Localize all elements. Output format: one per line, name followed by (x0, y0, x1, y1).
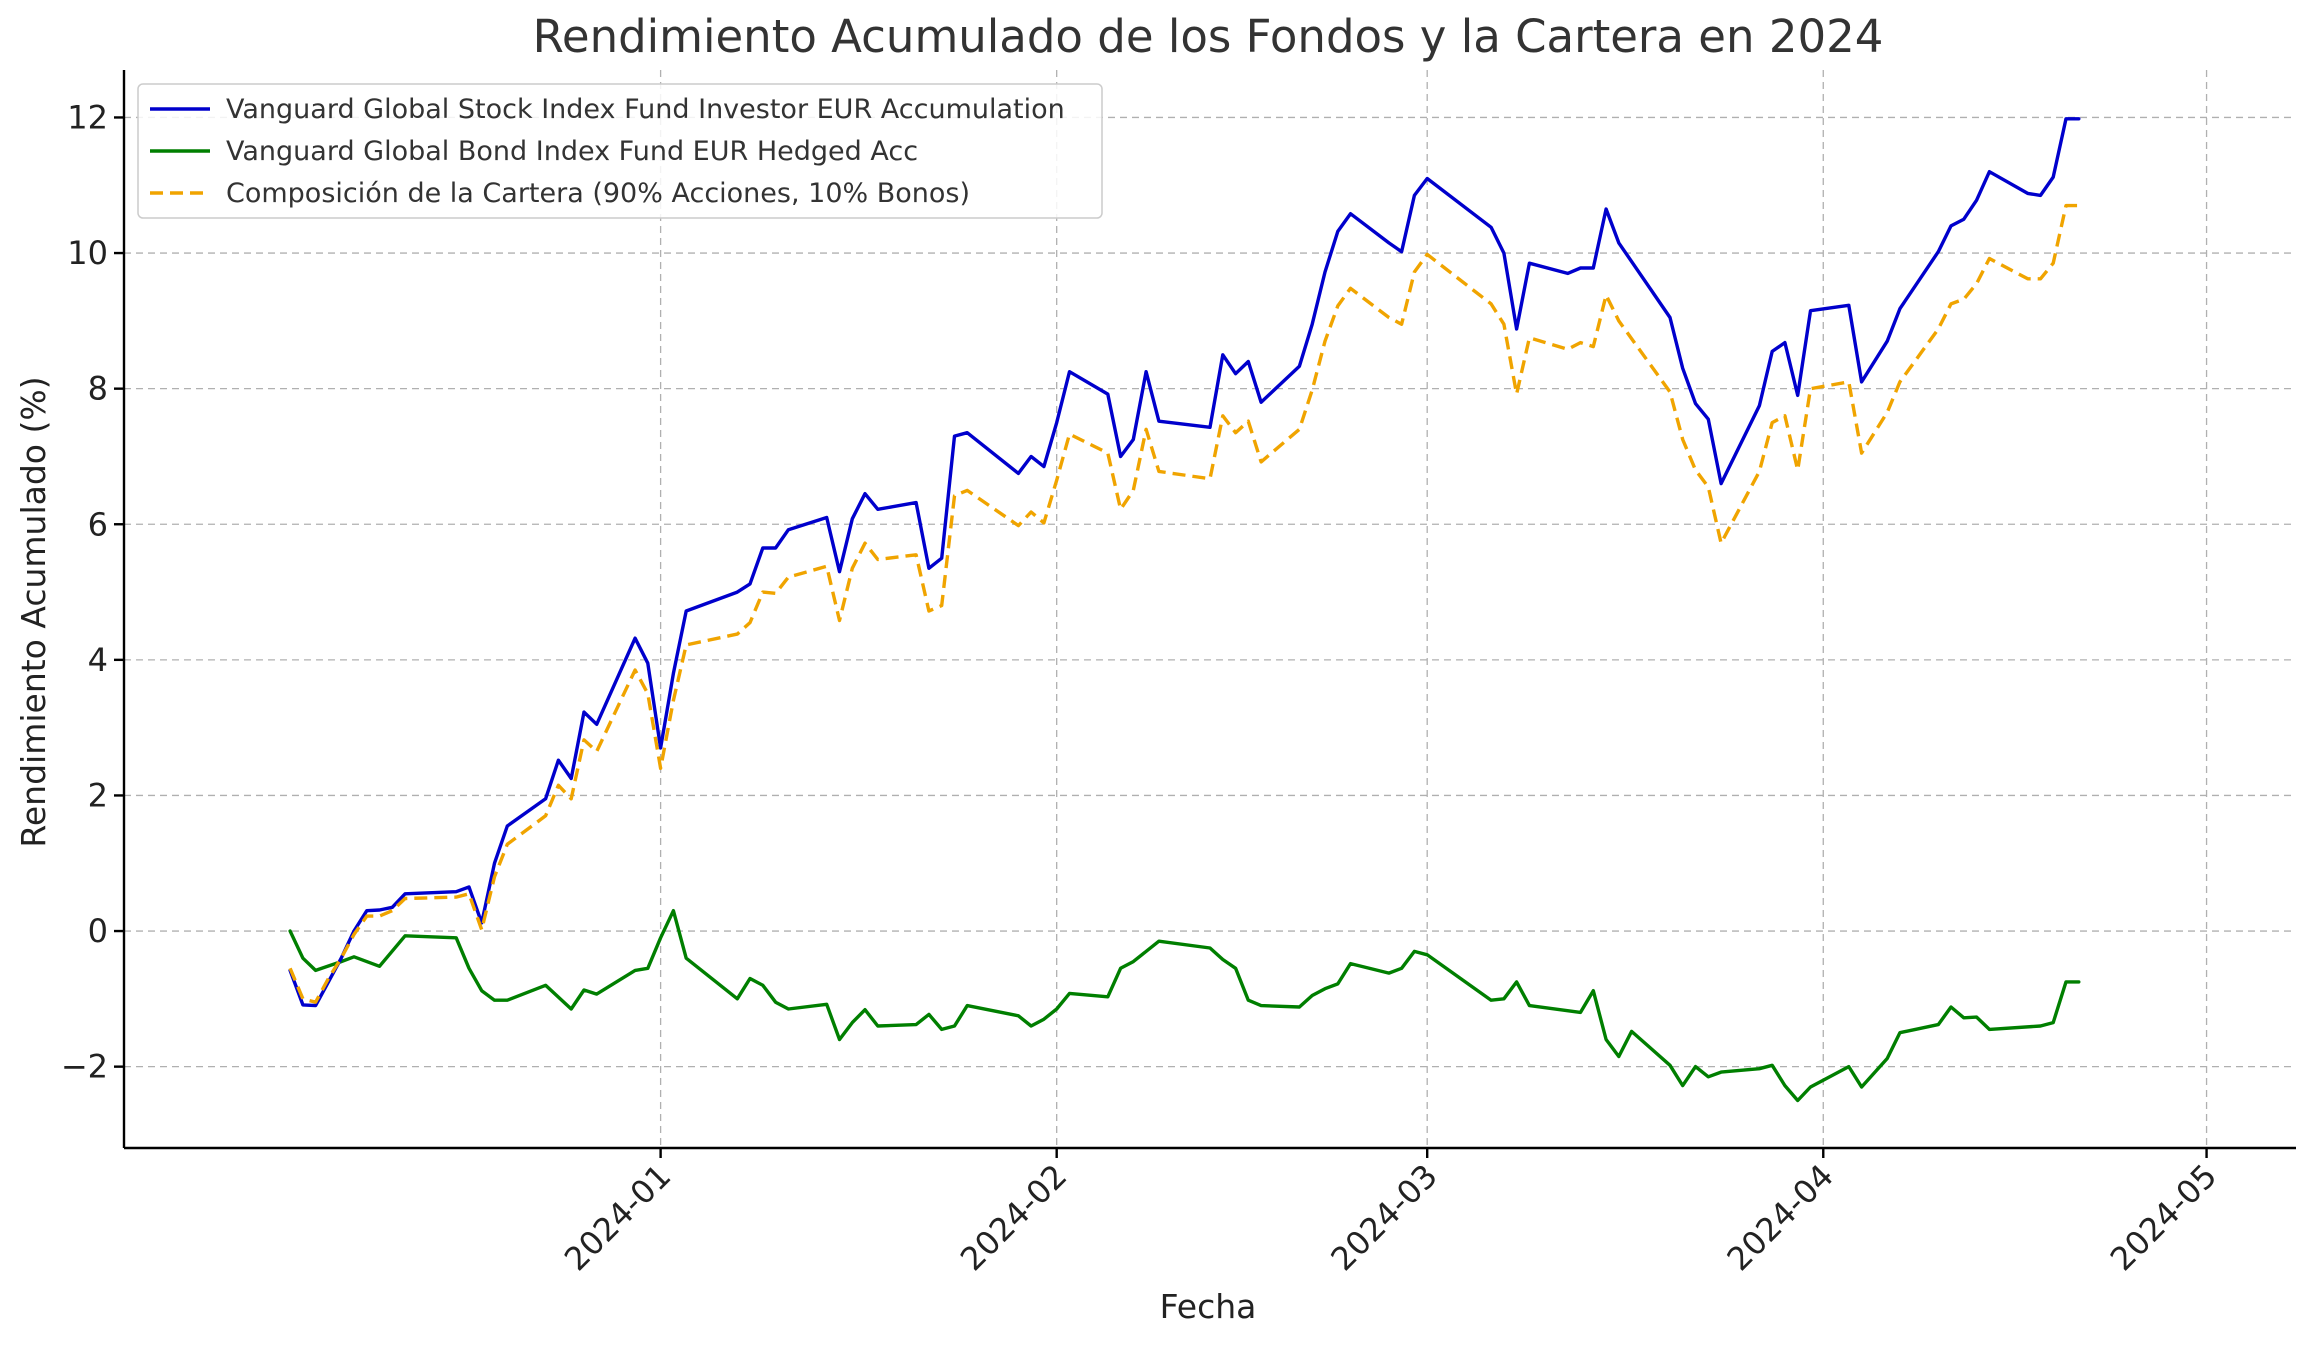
series-line-2 (288, 203, 2079, 1004)
legend-box (137, 83, 1103, 219)
series-line-0 (288, 117, 2081, 1008)
legend-label-1: Vanguard Global Bond Index Fund EUR Hedg… (226, 136, 918, 167)
y-tick-label: 10 (67, 234, 108, 272)
y-tick-label: 0 (88, 912, 108, 950)
y-axis-label: Rendimiento Acumulado (%) (14, 376, 53, 847)
y-tick-label: 12 (67, 98, 108, 136)
legend: Vanguard Global Stock Index Fund Investo… (137, 83, 1103, 219)
chart-title: Rendimiento Acumulado de los Fondos y la… (533, 10, 1884, 63)
x-axis-label: Fecha (1160, 1287, 1257, 1326)
y-tick-label: 8 (88, 370, 108, 408)
grid-layer (124, 70, 2296, 1148)
y-tick-label: 6 (88, 505, 108, 543)
y-tick-label: 4 (88, 641, 108, 679)
y-tick-label: 2 (88, 776, 108, 814)
legend-label-2: Composición de la Cartera (90% Acciones,… (226, 178, 970, 209)
y-tick-label: −2 (61, 1048, 108, 1086)
series-line-1 (288, 909, 2081, 1103)
series-layer (288, 117, 2081, 1103)
legend-label-0: Vanguard Global Stock Index Fund Investo… (226, 94, 1065, 125)
